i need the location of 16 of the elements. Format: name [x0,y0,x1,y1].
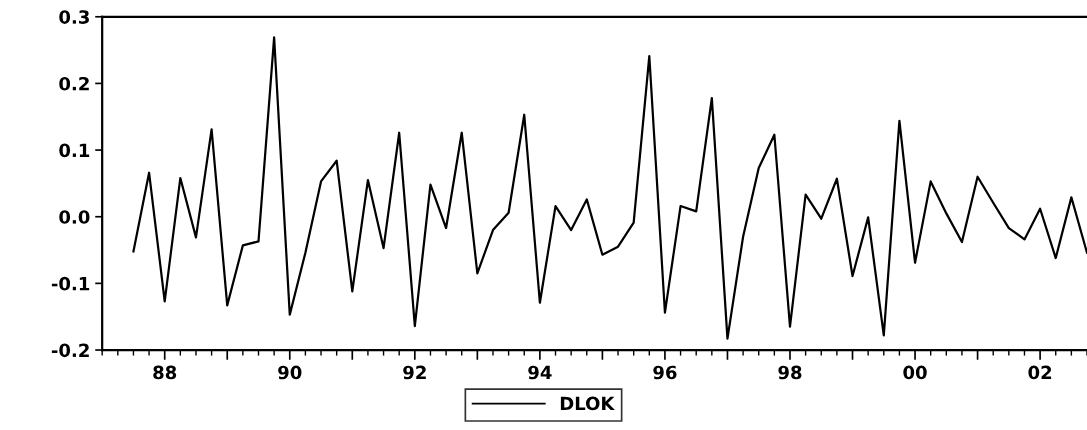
line-series [132,36,1087,340]
y-tick-label: 0.2 [59,76,89,91]
y-tick-label: 0.1 [59,143,90,158]
x-tick-label: 02 [1028,365,1052,380]
y-tick-label: -0.2 [51,343,89,358]
x-tick-label: 98 [778,365,802,380]
x-tick-label: 88 [153,365,177,380]
x-tick-label: 94 [528,365,552,380]
y-tick-label: 0.0 [59,210,90,224]
legend-label: DLOK [560,396,615,411]
x-tick-label: 92 [403,365,426,380]
x-tick-label: 90 [278,365,302,380]
y-tick-label: -0.1 [51,276,90,291]
y-tick-label: 0.3 [59,10,89,24]
x-tick-label: 00 [903,365,927,380]
x-tick-label: 96 [653,365,677,380]
